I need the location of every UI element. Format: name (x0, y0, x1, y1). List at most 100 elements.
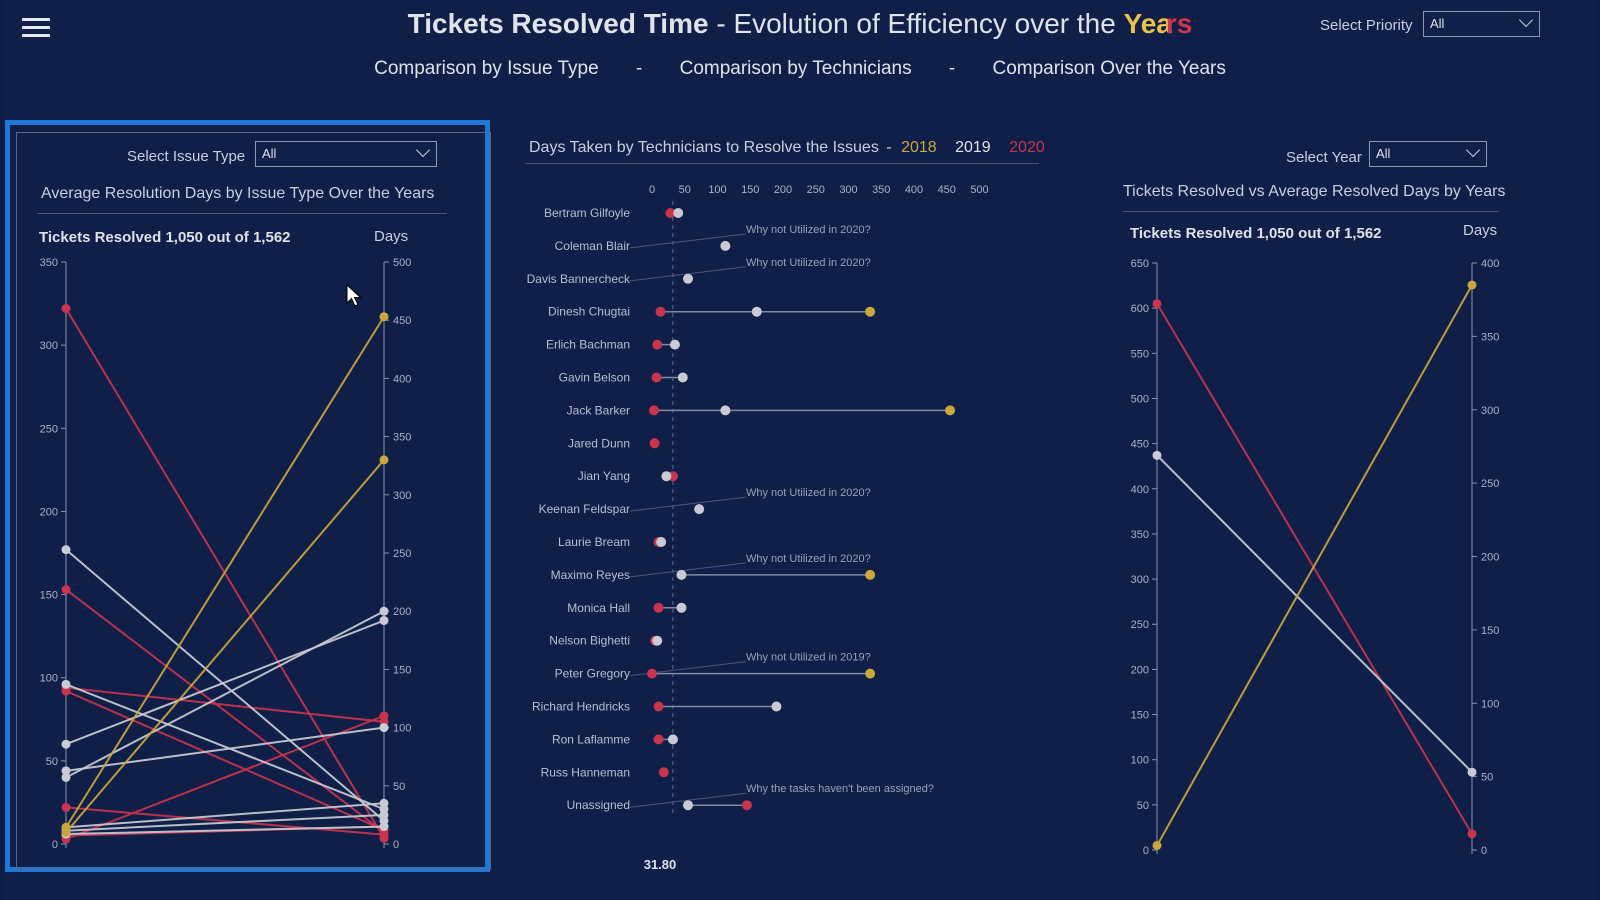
right-axis-tick-label: 200 (1481, 552, 1499, 564)
series-line (65, 619, 385, 746)
title-dash: - (716, 8, 726, 39)
nav-sep: - (948, 58, 956, 79)
legend-2018: 2018 (901, 139, 937, 156)
series-end-point (1467, 767, 1477, 777)
left-days-label: Days (374, 228, 409, 245)
technician-dumbbell-chart: 0 50 100 150 200 250 300 350 400 450 500 Bertram Gi… (527, 184, 989, 875)
x-axis-tick-label: 450 (938, 184, 956, 196)
divider (525, 163, 1039, 164)
annotation-text: Why not Utilized in 2020? (746, 257, 871, 269)
left-axis-tick-label: 350 (40, 257, 58, 269)
left-axis-tick-label: 100 (40, 673, 58, 685)
technician-label: Ron Laflamme (552, 732, 630, 746)
data-point-2020 (651, 372, 662, 383)
mouse-cursor-icon (346, 284, 362, 307)
title-years-a: Yea (1123, 8, 1172, 39)
right-axis-tick-label: 400 (393, 373, 411, 385)
chevron-down-icon (1518, 12, 1534, 28)
series-line (65, 726, 385, 772)
right-axis-tick-label: 100 (1481, 698, 1499, 710)
technician-label: Monica Hall (567, 601, 630, 615)
series-line (65, 459, 385, 834)
title-rest: Evolution of Efficiency over the (733, 8, 1116, 39)
issue-type-value: All (262, 146, 277, 161)
left-chart-title: Average Resolution Days by Issue Type Ov… (41, 185, 435, 202)
technician-label: Laurie Bream (558, 535, 630, 549)
technician-label: Jian Yang (578, 469, 630, 483)
years-slope-chart: 0 50 100 150 200 250 300 350 400 450 500 550 600 650 0… (1131, 258, 1500, 857)
left-chart-subtitle: Tickets Resolved 1,050 out of 1,562 (39, 229, 291, 246)
right-axis-tick-label: 200 (393, 606, 411, 618)
series-start-point (61, 772, 71, 782)
left-axis-tick-label: 0 (1143, 845, 1149, 857)
right-chart-title: Tickets Resolved vs Average Resolved Day… (1123, 183, 1506, 200)
data-point-2018 (945, 405, 956, 416)
nav-issue-type[interactable]: Comparison by Issue Type (374, 58, 599, 79)
issue-type-panel[interactable] (5, 120, 491, 872)
priority-dropdown[interactable]: All (1423, 11, 1540, 37)
note-leader-line (629, 496, 747, 512)
priority-label: Select Priority (1320, 17, 1413, 34)
middle-title-text: Days Taken by Technicians to Resolve the… (529, 139, 879, 156)
x-axis-tick-label: 400 (905, 184, 923, 196)
series-end-point (379, 822, 389, 832)
note-leader-line (629, 266, 747, 282)
annotation-text: Why not Utilized in 2020? (746, 487, 871, 499)
right-axis-tick-label: 300 (1481, 405, 1499, 417)
series-end-point (1467, 829, 1477, 839)
data-point-2020 (655, 306, 666, 317)
average-days-label: Average Days (613, 874, 707, 875)
left-axis-tick-label: 0 (52, 839, 58, 851)
right-axis-tick-label: 150 (1481, 625, 1499, 637)
nav-years[interactable]: Comparison Over the Years (992, 58, 1226, 79)
technician-label: Bertram Gilfoyle (544, 206, 630, 220)
left-axis-tick-label: 200 (1131, 664, 1149, 676)
series-end-point (379, 312, 389, 322)
series-line (65, 813, 385, 832)
issue-type-dropdown[interactable]: All (255, 141, 437, 167)
series-start-point (61, 545, 71, 555)
series-line (65, 316, 385, 828)
series-line (1156, 303, 1473, 835)
left-axis-tick-label: 650 (1131, 258, 1149, 270)
right-axis-tick-label: 500 (393, 257, 411, 269)
series-line (65, 806, 385, 836)
issue-type-label: Select Issue Type (127, 148, 246, 165)
right-axis-tick-label: 0 (393, 839, 399, 851)
right-axis-tick-label: 250 (393, 548, 411, 560)
left-axis-tick-label: 50 (46, 756, 58, 768)
x-axis-tick-label: 350 (872, 184, 890, 196)
series-start-point (61, 304, 71, 314)
annotation-text: Why not Utilized in 2019? (746, 652, 871, 664)
menu-icon[interactable] (22, 18, 50, 40)
left-axis-tick-label: 400 (1131, 484, 1149, 496)
left-axis-tick-label: 300 (1131, 574, 1149, 586)
series-end-point (379, 616, 389, 626)
left-slope-chart: 0 50 100 150 200 250 300 350 0 50 100 150 200 250 300 3… (40, 257, 412, 851)
data-point-2020 (658, 767, 669, 778)
series-end-point (379, 723, 389, 733)
data-point-2019 (683, 800, 694, 811)
legend-2019: 2019 (955, 139, 991, 156)
x-axis-tick-label: 500 (970, 184, 988, 196)
series-line (65, 802, 385, 829)
data-point-2019 (652, 635, 663, 646)
technician-label: Jared Dunn (568, 436, 630, 450)
data-point-2019 (667, 734, 678, 745)
year-dropdown[interactable]: All (1369, 141, 1487, 167)
chevron-down-icon (415, 142, 431, 158)
right-axis-tick-label: 100 (393, 723, 411, 735)
data-point-2019 (683, 273, 694, 284)
series-line (65, 610, 385, 779)
right-chart-subtitle: Tickets Resolved 1,050 out of 1,562 (1130, 225, 1382, 242)
series-start-point (61, 585, 71, 595)
technician-label: Keenan Feldspar (539, 502, 630, 516)
nav-technicians[interactable]: Comparison by Technicians (679, 58, 912, 79)
x-axis-tick-label: 50 (679, 184, 691, 196)
data-point-2020 (653, 734, 664, 745)
series-start-point (61, 686, 71, 696)
series-line (65, 715, 385, 840)
legend-2020: 2020 (1009, 139, 1045, 156)
data-point-2019 (751, 306, 762, 317)
series-end-point (1467, 280, 1477, 290)
